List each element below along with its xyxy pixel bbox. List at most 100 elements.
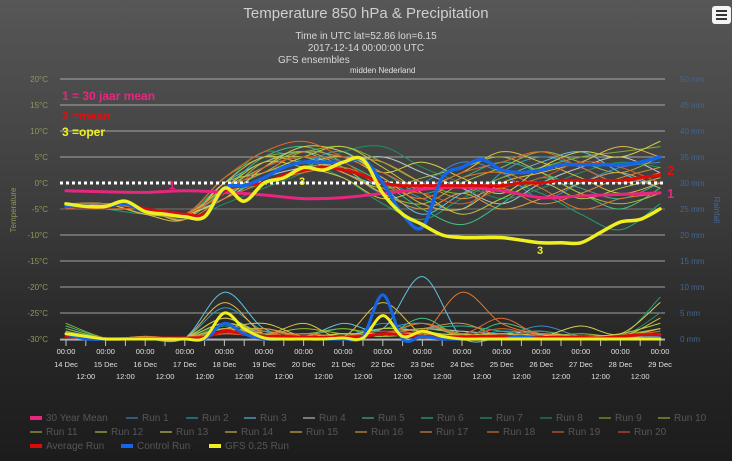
x-tick-time: 00:00 (373, 347, 392, 356)
legend-item-run-4[interactable]: Run 4 (303, 413, 362, 424)
legend: 30 Year Mean Run 1 Run 2 Run 3 Run 4 Run 5 Run… (30, 411, 720, 453)
legend-item-run-9[interactable]: Run 9 (599, 413, 658, 424)
y-right-tick-label: 45 mm (680, 101, 705, 110)
legend-swatch (186, 417, 198, 419)
legend-swatch (121, 444, 133, 448)
y-right-tick-label: 5 mm (680, 309, 700, 318)
legend-item-gfs-0-25-run[interactable]: GFS 0.25 Run (209, 441, 329, 452)
y-left-tick-label: -25°C (27, 309, 48, 318)
legend-label: Run 5 (378, 412, 405, 424)
legend-item-control-run[interactable]: Control Run (121, 441, 209, 452)
x-tick-time: 00:00 (611, 347, 630, 356)
y-left-tick-label: -10°C (27, 231, 48, 240)
x-tick-time-minor: 12:00 (116, 372, 135, 381)
y-right-tick-label: 30 mm (680, 179, 705, 188)
legend-swatch (290, 431, 302, 433)
subtitle-location: midden Nederland (350, 66, 416, 75)
legend-swatch (355, 431, 367, 433)
legend-swatch (540, 417, 552, 419)
y-left-tick-label: 5°C (35, 153, 49, 162)
legend-label: 30 Year Mean (46, 412, 108, 424)
y-right-tick-label: 0 mm (680, 335, 700, 344)
x-tick-time-minor: 12:00 (591, 372, 610, 381)
legend-swatch (362, 417, 374, 419)
legend-swatch (420, 431, 432, 433)
legend-label: Run 10 (674, 412, 707, 424)
x-tick-time-minor: 12:00 (314, 372, 333, 381)
marker-1-mean30-end: 1 (667, 186, 675, 201)
legend-item-run-7[interactable]: Run 7 (480, 413, 540, 424)
marker-2-mean: 2 (667, 163, 675, 178)
legend-item-run-18[interactable]: Run 18 (487, 427, 552, 438)
subtitle-date: 2017-12-14 00:00:00 UTC (307, 43, 425, 54)
x-tick-time: 00:00 (255, 347, 274, 356)
x-tick-time: 00:00 (571, 347, 590, 356)
legend-item-run-5[interactable]: Run 5 (362, 413, 421, 424)
legend-label: Run 20 (634, 426, 667, 438)
legend-label: Run 3 (260, 412, 287, 424)
legend-item-run-20[interactable]: Run 20 (618, 427, 683, 438)
hamburger-menu-icon[interactable] (712, 6, 731, 24)
series-run-15-temperature (65, 146, 661, 222)
x-tick-date: 29 Dec (648, 360, 672, 369)
x-tick-time-minor: 12:00 (393, 372, 412, 381)
legend-item-run-12[interactable]: Run 12 (95, 427, 160, 438)
legend-item-run-1[interactable]: Run 1 (126, 413, 186, 424)
legend-item-run-19[interactable]: Run 19 (552, 427, 618, 438)
x-tick-time-minor: 12:00 (156, 372, 175, 381)
legend-item-run-6[interactable]: Run 6 (421, 413, 480, 424)
x-tick-time: 00:00 (532, 347, 551, 356)
series-30-year-mean-temperature (64, 185, 662, 201)
legend-item-run-15[interactable]: Run 15 (290, 427, 355, 438)
legend-item-run-3[interactable]: Run 3 (244, 413, 303, 424)
legend-swatch (618, 431, 630, 433)
legend-label: Run 9 (615, 412, 642, 424)
x-tick-date: 25 Dec (490, 360, 514, 369)
legend-label: Run 16 (371, 426, 404, 438)
legend-label: Run 17 (436, 426, 469, 438)
legend-item-average-run[interactable]: Average Run (30, 441, 121, 452)
x-tick-time-minor: 12:00 (631, 372, 650, 381)
x-tick-time: 00:00 (453, 347, 472, 356)
x-tick-date: 19 Dec (252, 360, 276, 369)
legend-item-run-14[interactable]: Run 14 (225, 427, 290, 438)
x-tick-time: 00:00 (492, 347, 511, 356)
legend-item-run-8[interactable]: Run 8 (540, 413, 599, 424)
x-tick-date: 16 Dec (133, 360, 157, 369)
legend-item-run-16[interactable]: Run 16 (355, 427, 420, 438)
x-tick-time: 00:00 (215, 347, 234, 356)
legend-item-30-year-mean[interactable]: 30 Year Mean (30, 413, 126, 424)
legend-item-run-10[interactable]: Run 10 (658, 413, 718, 424)
legend-swatch (30, 416, 42, 420)
y-right-tick-label: 10 mm (680, 283, 705, 292)
legend-swatch (244, 417, 256, 419)
legend-swatch (303, 417, 315, 419)
legend-swatch (552, 431, 564, 433)
y-left-tick-label: -30°C (27, 335, 48, 344)
legend-item-run-2[interactable]: Run 2 (186, 413, 244, 424)
legend-swatch (30, 431, 42, 433)
y-left-axis-title: Temperature (9, 187, 18, 232)
y-right-axis-title: Rainfall (712, 197, 721, 224)
legend-label: Control Run (137, 440, 191, 452)
y-right-tick-label: 40 mm (680, 127, 705, 136)
x-tick-time: 00:00 (651, 347, 670, 356)
series-average-run-temperature (64, 165, 662, 218)
x-tick-date: 21 Dec (331, 360, 355, 369)
legend-item-run-11[interactable]: Run 11 (30, 427, 95, 438)
x-tick-date: 18 Dec (213, 360, 237, 369)
legend-label: Run 13 (176, 426, 209, 438)
subtitle-model: GFS ensembles (278, 55, 350, 66)
legend-swatch (225, 431, 237, 433)
legend-swatch (209, 444, 221, 448)
x-tick-date: 14 Dec (54, 360, 78, 369)
legend-item-run-17[interactable]: Run 17 (420, 427, 487, 438)
legend-item-run-13[interactable]: Run 13 (160, 427, 225, 438)
legend-label: Run 6 (437, 412, 464, 424)
annotation-key-3: 3 =oper (62, 125, 106, 139)
subtitle-time: Time in UTC lat=52.86 lon=6.15 (295, 31, 437, 42)
legend-label: Run 15 (306, 426, 339, 438)
y-left-tick-label: 0°C (35, 179, 49, 188)
series-gfs-0-25-run-temperature (64, 155, 662, 246)
